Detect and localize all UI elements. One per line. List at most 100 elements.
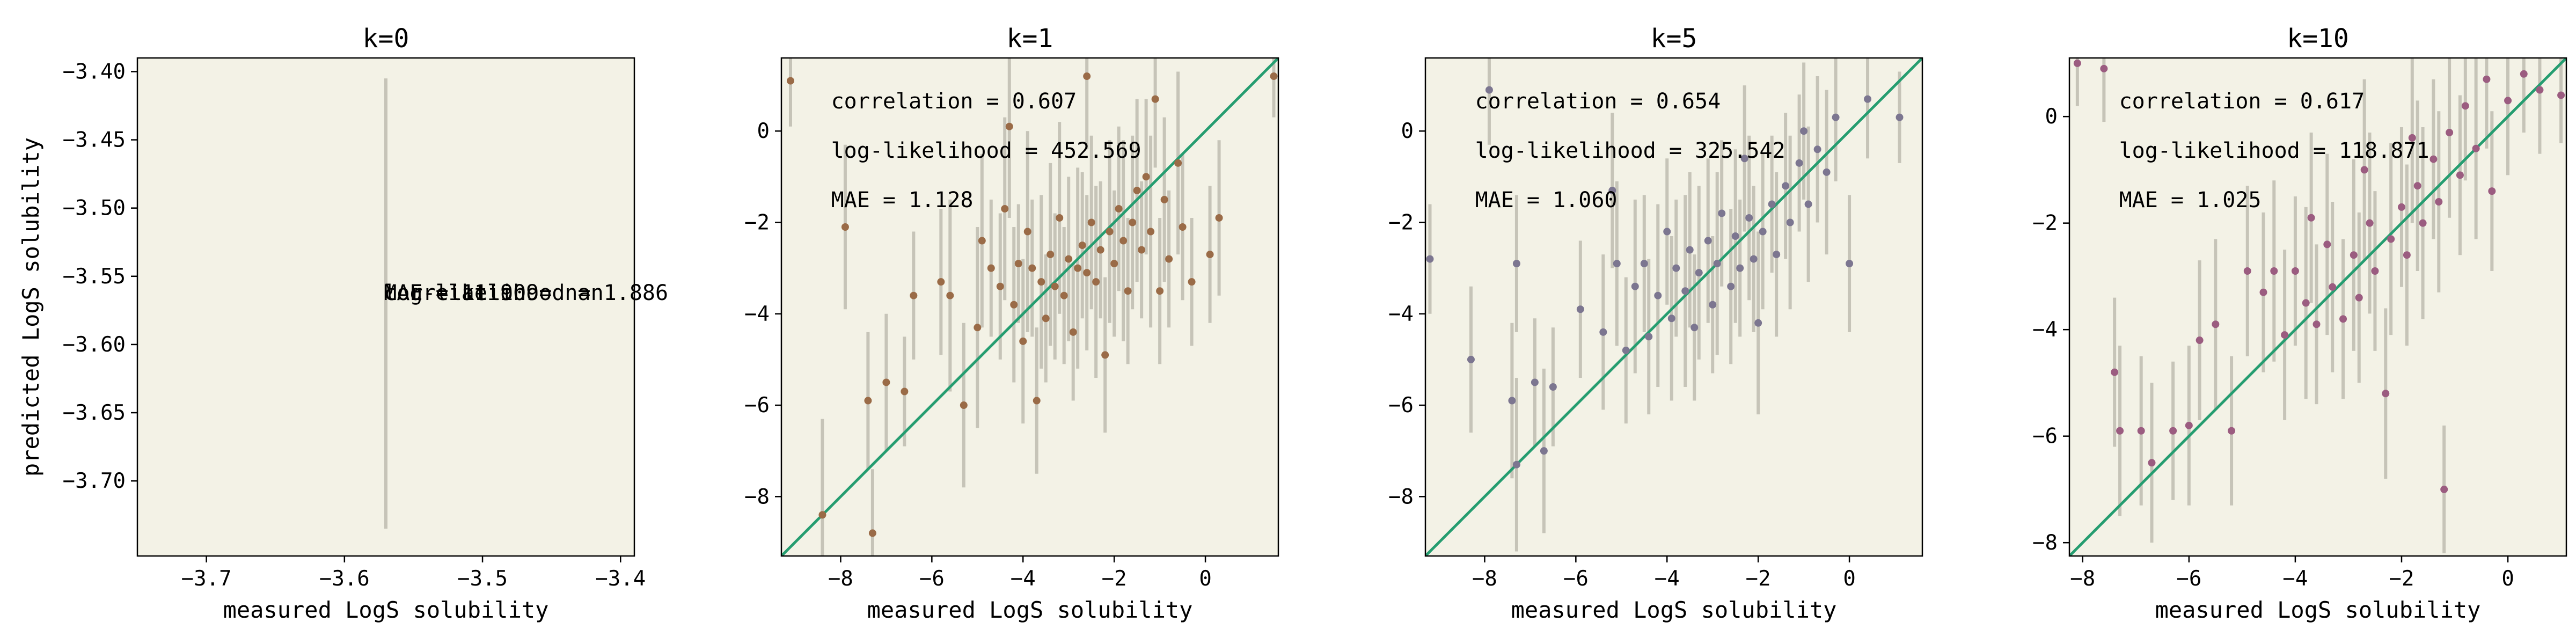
data-point [2429, 155, 2438, 163]
y-tick-label: −3.45 [63, 128, 126, 152]
data-point [1745, 214, 1753, 222]
stats-annotation: MAE = 1.025 [2119, 188, 2262, 213]
data-point [910, 291, 918, 299]
x-tick-label: −2 [2389, 567, 2414, 591]
data-point [1129, 218, 1137, 226]
data-point [1645, 333, 1653, 341]
data-point [1206, 251, 1214, 259]
data-point [1736, 264, 1744, 272]
data-point [1759, 228, 1767, 236]
x-tick-label: −3.4 [595, 567, 646, 591]
x-axis-label: measured LogS solubility [1511, 597, 1837, 623]
data-point [2185, 421, 2193, 429]
data-point [1804, 200, 1812, 208]
data-point [1686, 246, 1694, 254]
data-point [2446, 128, 2454, 136]
data-point [1001, 204, 1009, 213]
data-point [2483, 75, 2491, 83]
data-point [1156, 287, 1164, 295]
data-point [1060, 291, 1068, 299]
data-point [882, 378, 890, 386]
y-tick-label: −8 [2032, 531, 2058, 555]
data-point [960, 401, 968, 409]
stats-annotation: log-likelihood = 118.871 [2119, 138, 2429, 163]
x-axis-label: measured LogS solubility [223, 597, 549, 623]
data-point [2100, 64, 2108, 72]
data-point [1768, 200, 1776, 208]
data-point [1846, 260, 1854, 268]
x-axis-label: measured LogS solubility [867, 597, 1193, 623]
data-point [2397, 203, 2405, 211]
y-tick-label: −3.60 [63, 333, 126, 357]
data-point [1731, 232, 1739, 240]
panel-0: −3.7 −3.6 −3.5 −3.4 −3.70 −3.65 −3.60 −3.55 −3.5… [18, 24, 668, 623]
data-point [1014, 260, 1022, 268]
data-point [1709, 301, 1717, 309]
chart-title: k=0 [363, 24, 409, 54]
y-tick-label: −8 [1388, 485, 1414, 509]
data-point [1663, 228, 1671, 236]
stats-annotation: MAE = 1.128 [831, 188, 974, 213]
data-point [1608, 186, 1616, 194]
data-point [1773, 251, 1781, 259]
x-tick-label: −6 [2176, 567, 2201, 591]
data-point [1124, 287, 1132, 295]
data-point [1074, 264, 1082, 272]
y-tick-label: −3.70 [63, 469, 126, 493]
data-point [1083, 72, 1091, 80]
data-point [2212, 320, 2220, 328]
data-point [2312, 320, 2321, 328]
data-point [1576, 305, 1584, 313]
data-point [1270, 72, 1278, 80]
stats-annotation: correlation = nan [384, 281, 603, 305]
data-point [1188, 278, 1196, 286]
data-point [1800, 127, 1808, 135]
data-point [2228, 427, 2236, 435]
data-point [1695, 269, 1703, 277]
x-tick-label: −4 [1655, 567, 1680, 591]
data-point [1782, 182, 1790, 190]
data-point [2148, 459, 2156, 467]
data-point [1110, 260, 1118, 268]
data-point [2382, 390, 2390, 398]
data-point [1010, 301, 1018, 309]
axes-frame [136, 57, 635, 557]
data-point [1005, 122, 1013, 130]
y-tick-label: −2 [744, 210, 770, 235]
data-point [1740, 155, 1748, 163]
x-tick-label: 0 [2501, 567, 2514, 591]
data-point [1069, 328, 1077, 336]
data-point [2419, 219, 2427, 227]
data-point [2387, 235, 2395, 243]
data-point [818, 511, 826, 519]
stats-annotation: log-likelihood = 452.569 [831, 138, 1141, 163]
data-point [1508, 397, 1516, 405]
data-point [2435, 197, 2443, 206]
data-point [1019, 337, 1027, 345]
data-point [2169, 427, 2177, 435]
stats-annotation: log-likelihood = 325.542 [1475, 138, 1785, 163]
y-tick-label: −6 [2032, 425, 2058, 449]
data-point [2520, 70, 2528, 78]
data-point [2366, 219, 2374, 227]
data-point [1795, 159, 1803, 167]
data-point [937, 278, 945, 286]
data-point [2371, 267, 2379, 275]
y-tick-label: −4 [2032, 318, 2058, 342]
data-point [2111, 368, 2119, 376]
data-point [2291, 267, 2299, 275]
y-tick-label: −4 [1388, 302, 1414, 326]
x-axis-label: measured LogS solubility [2155, 597, 2481, 623]
data-point [946, 291, 954, 299]
y-tick-label: −2 [2032, 211, 2058, 236]
data-point [1823, 168, 1831, 176]
data-point [978, 237, 986, 245]
data-point [868, 529, 876, 537]
x-tick-label: −3.5 [457, 567, 508, 591]
data-point [2137, 427, 2145, 435]
chart-title: k=1 [1007, 24, 1053, 54]
x-tick-label: −6 [919, 567, 945, 591]
data-point [1119, 237, 1128, 245]
identity-line [2069, 58, 2566, 556]
